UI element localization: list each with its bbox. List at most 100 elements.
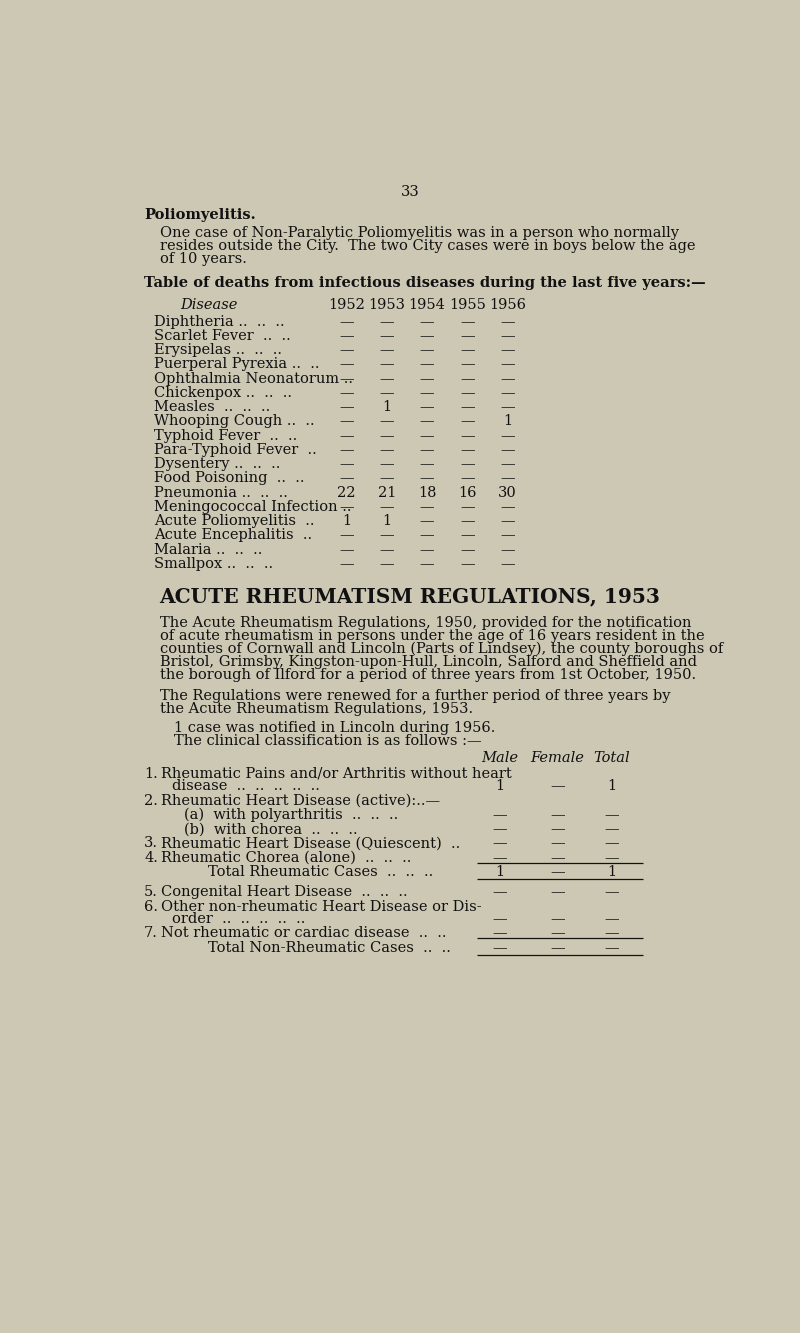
Text: disease  ..  ..  ..  ..  ..: disease .. .. .. .. .. <box>172 780 320 793</box>
Text: The Acute Rheumatism Regulations, 1950, provided for the notification: The Acute Rheumatism Regulations, 1950, … <box>161 616 692 629</box>
Text: —: — <box>550 885 565 900</box>
Text: 1: 1 <box>382 400 391 415</box>
Text: —: — <box>493 850 507 865</box>
Text: Acute Encephalitis  ..: Acute Encephalitis .. <box>154 528 312 543</box>
Text: —: — <box>460 500 474 515</box>
Text: 1955: 1955 <box>449 297 486 312</box>
Text: order  ..  ..  ..  ..  ..: order .. .. .. .. .. <box>172 912 306 926</box>
Text: —: — <box>379 443 394 457</box>
Text: —: — <box>460 372 474 385</box>
Text: 1952: 1952 <box>328 297 365 312</box>
Text: —: — <box>339 357 354 372</box>
Text: 1: 1 <box>607 780 616 793</box>
Text: —: — <box>339 372 354 385</box>
Text: Diphtheria ..  ..  ..: Diphtheria .. .. .. <box>154 315 285 329</box>
Text: —: — <box>339 528 354 543</box>
Text: —: — <box>460 387 474 400</box>
Text: 1: 1 <box>382 515 391 528</box>
Text: 22: 22 <box>338 485 356 500</box>
Text: —: — <box>339 472 354 485</box>
Text: 4.: 4. <box>144 850 158 865</box>
Text: Rheumatic Chorea (alone)  ..  ..  ..: Rheumatic Chorea (alone) .. .. .. <box>162 850 412 865</box>
Text: Erysipelas ..  ..  ..: Erysipelas .. .. .. <box>154 343 282 357</box>
Text: Food Poisoning  ..  ..: Food Poisoning .. .. <box>154 472 305 485</box>
Text: Whooping Cough ..  ..: Whooping Cough .. .. <box>154 415 315 428</box>
Text: —: — <box>493 808 507 822</box>
Text: —: — <box>550 850 565 865</box>
Text: —: — <box>420 429 434 443</box>
Text: —: — <box>339 543 354 557</box>
Text: 1953: 1953 <box>368 297 406 312</box>
Text: 16: 16 <box>458 485 477 500</box>
Text: —: — <box>420 343 434 357</box>
Text: —: — <box>550 822 565 836</box>
Text: 1: 1 <box>607 865 616 878</box>
Text: of acute rheumatism in persons under the age of 16 years resident in the: of acute rheumatism in persons under the… <box>161 629 705 643</box>
Text: Puerperal Pyrexia ..  ..: Puerperal Pyrexia .. .. <box>154 357 320 372</box>
Text: resides outside the City.  The two City cases were in boys below the age: resides outside the City. The two City c… <box>161 239 696 253</box>
Text: Chickenpox ..  ..  ..: Chickenpox .. .. .. <box>154 387 292 400</box>
Text: —: — <box>500 343 515 357</box>
Text: —: — <box>379 387 394 400</box>
Text: —: — <box>493 926 507 941</box>
Text: The clinical classification is as follows :—: The clinical classification is as follow… <box>174 734 482 748</box>
Text: —: — <box>379 528 394 543</box>
Text: —: — <box>420 315 434 329</box>
Text: —: — <box>379 543 394 557</box>
Text: —: — <box>460 400 474 415</box>
Text: —: — <box>420 515 434 528</box>
Text: —: — <box>550 941 565 954</box>
Text: —: — <box>460 315 474 329</box>
Text: Total Rheumatic Cases  ..  ..  ..: Total Rheumatic Cases .. .. .. <box>208 865 433 878</box>
Text: 1: 1 <box>495 865 505 878</box>
Text: —: — <box>604 822 619 836</box>
Text: —: — <box>379 415 394 428</box>
Text: —: — <box>604 941 619 954</box>
Text: —: — <box>379 357 394 372</box>
Text: Male: Male <box>482 752 518 765</box>
Text: Total: Total <box>593 752 630 765</box>
Text: —: — <box>339 457 354 471</box>
Text: Bristol, Grimsby, Kingston-upon-Hull, Lincoln, Salford and Sheffield and: Bristol, Grimsby, Kingston-upon-Hull, Li… <box>161 655 698 669</box>
Text: 5.: 5. <box>144 885 158 900</box>
Text: —: — <box>460 515 474 528</box>
Text: —: — <box>500 357 515 372</box>
Text: (b)  with chorea  ..  ..  ..: (b) with chorea .. .. .. <box>185 822 358 836</box>
Text: —: — <box>379 429 394 443</box>
Text: —: — <box>339 343 354 357</box>
Text: —: — <box>420 357 434 372</box>
Text: —: — <box>500 429 515 443</box>
Text: —: — <box>420 500 434 515</box>
Text: —: — <box>500 387 515 400</box>
Text: Table of deaths from infectious diseases during the last five years:—: Table of deaths from infectious diseases… <box>144 276 706 291</box>
Text: —: — <box>460 429 474 443</box>
Text: —: — <box>339 329 354 343</box>
Text: —: — <box>339 415 354 428</box>
Text: Acute Poliomyelitis  ..: Acute Poliomyelitis .. <box>154 515 314 528</box>
Text: 2.: 2. <box>144 793 158 808</box>
Text: —: — <box>460 543 474 557</box>
Text: —: — <box>379 500 394 515</box>
Text: Disease: Disease <box>180 297 237 312</box>
Text: —: — <box>339 400 354 415</box>
Text: 1: 1 <box>342 515 351 528</box>
Text: —: — <box>500 457 515 471</box>
Text: Poliomyelitis.: Poliomyelitis. <box>144 208 256 221</box>
Text: —: — <box>460 415 474 428</box>
Text: Other non-rheumatic Heart Disease or Dis-: Other non-rheumatic Heart Disease or Dis… <box>162 900 482 913</box>
Text: Meningococcal Infection ..: Meningococcal Infection .. <box>154 500 352 515</box>
Text: —: — <box>500 443 515 457</box>
Text: —: — <box>500 543 515 557</box>
Text: —: — <box>460 329 474 343</box>
Text: —: — <box>379 315 394 329</box>
Text: —: — <box>460 443 474 457</box>
Text: Pneumonia ..  ..  ..: Pneumonia .. .. .. <box>154 485 288 500</box>
Text: Female: Female <box>530 752 584 765</box>
Text: One case of Non-Paralytic Poliomyelitis was in a person who normally: One case of Non-Paralytic Poliomyelitis … <box>161 227 679 240</box>
Text: —: — <box>500 557 515 571</box>
Text: —: — <box>339 429 354 443</box>
Text: Rheumatic Heart Disease (active):..—: Rheumatic Heart Disease (active):..— <box>162 793 440 808</box>
Text: —: — <box>550 912 565 926</box>
Text: —: — <box>420 543 434 557</box>
Text: 30: 30 <box>498 485 517 500</box>
